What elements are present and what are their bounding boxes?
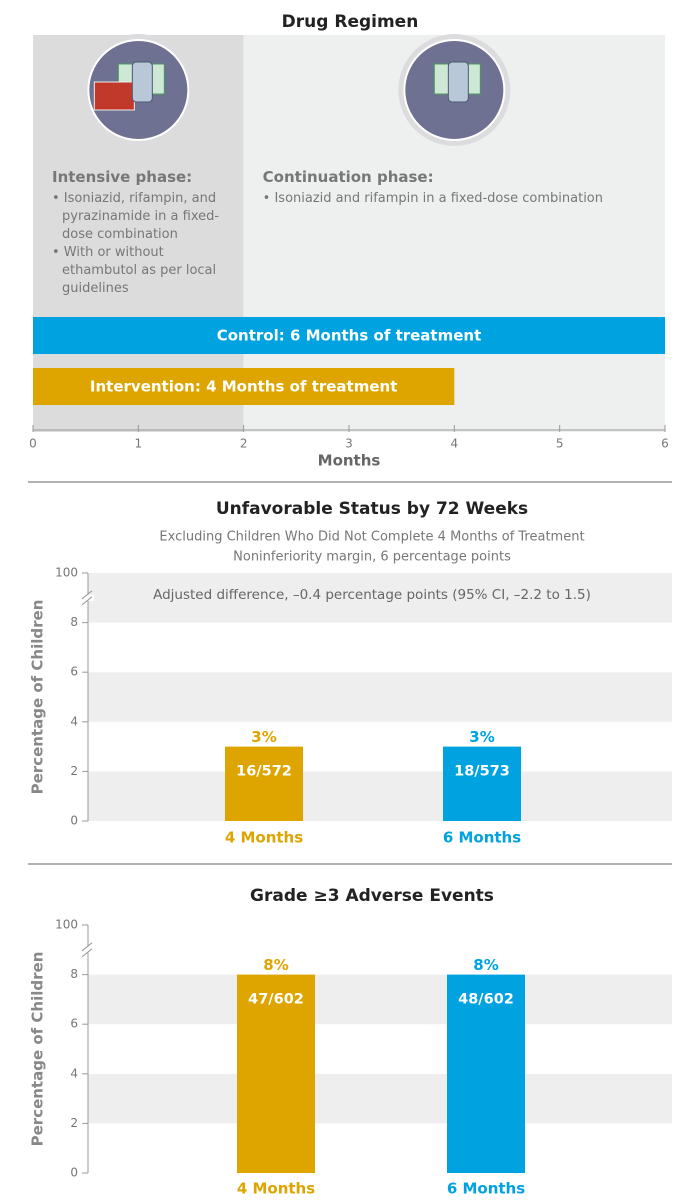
bar [447, 974, 525, 1173]
title: Unfavorable Status by 72 Weeks [216, 499, 528, 519]
band [88, 1123, 672, 1173]
axis-break [81, 590, 93, 600]
x-tick-label: 0 [29, 437, 37, 451]
axis-break [81, 596, 93, 606]
band [88, 1073, 672, 1124]
icon-bottle [131, 61, 153, 103]
axis-break [81, 942, 93, 952]
bar-label: Control: 6 Months of treatment [217, 327, 482, 345]
bar [237, 974, 315, 1173]
phase-item: • Isoniazid and rifampin in a fixed-dose… [262, 191, 603, 206]
band [88, 573, 672, 623]
annotation: Adjusted difference, –0.4 percentage poi… [153, 587, 591, 603]
icon-box [93, 81, 135, 111]
y-tick-label: 4 [70, 714, 78, 728]
bar [225, 746, 303, 821]
x-axis-label: Months [318, 452, 381, 470]
bar [33, 368, 455, 405]
phase-text: Intensive phase: • Isoniazid, rifampin, a… [52, 168, 232, 298]
bar-label: Intervention: 4 Months of treatment [90, 378, 397, 396]
x-tick-label: 4 Months [225, 829, 303, 847]
bar [33, 317, 665, 354]
axis-break [82, 946, 94, 953]
x-tick-label: 1 [135, 437, 143, 451]
phase-item: • With or without ethambutol as per loca… [52, 245, 217, 296]
title: Grade ≥3 Adverse Events [250, 886, 494, 906]
phase-title: Continuation phase: [262, 168, 434, 186]
phase-item: • Isoniazid, rifampin, and pyrazinamide … [52, 191, 220, 242]
x-tick-label: 6 Months [443, 829, 521, 847]
band [88, 1024, 672, 1074]
y-tick-label: 4 [70, 1066, 78, 1080]
x-tick-label: 4 [451, 437, 459, 451]
band [88, 672, 672, 722]
axis-break [81, 948, 93, 958]
value-label: 8% [473, 956, 498, 974]
count-label: 48/602 [458, 992, 514, 1008]
value-label: 3% [251, 728, 276, 746]
count-label: 47/602 [248, 992, 304, 1008]
value-label: 3% [469, 728, 494, 746]
band [88, 771, 672, 821]
y-tick-label: 6 [70, 1017, 78, 1031]
band [88, 925, 672, 975]
x-tick-label: 3 [345, 437, 353, 451]
y-axis-label: Percentage of Children [29, 600, 47, 795]
value-label: 8% [263, 956, 288, 974]
x-tick-label: 6 Months [447, 1180, 525, 1198]
y-tick-label: 8 [70, 615, 78, 629]
band [88, 622, 672, 673]
y-tick-label: 0 [70, 1166, 78, 1180]
y-tick-label: 2 [70, 1116, 78, 1130]
x-tick-label: 2 [240, 437, 248, 451]
phase-title: Intensive phase: [52, 168, 193, 186]
subtitle: Excluding Children Who Did Not Complete … [159, 530, 584, 545]
subtitle: Noninferiority margin, 6 percentage poin… [233, 550, 511, 565]
band [88, 974, 672, 1025]
y-axis-label: Percentage of Children [29, 952, 47, 1147]
count-label: 18/573 [454, 764, 510, 780]
x-tick-label: 5 [556, 437, 564, 451]
phase-text: Continuation phase: • Isoniazid and rifam… [263, 168, 643, 208]
y-tick-label: 100 [55, 566, 78, 580]
y-tick-label: 6 [70, 665, 78, 679]
icon-bottle [447, 61, 469, 103]
y-tick-label: 8 [70, 967, 78, 981]
title: Drug Regimen [282, 12, 419, 32]
bar [443, 746, 521, 821]
axis-break [82, 594, 94, 601]
y-tick-label: 0 [70, 814, 78, 828]
y-tick-label: 100 [55, 918, 78, 932]
x-tick-label: 6 [661, 437, 669, 451]
band [88, 721, 672, 772]
y-tick-label: 2 [70, 764, 78, 778]
count-label: 16/572 [236, 764, 292, 780]
x-tick-label: 4 Months [237, 1180, 315, 1198]
